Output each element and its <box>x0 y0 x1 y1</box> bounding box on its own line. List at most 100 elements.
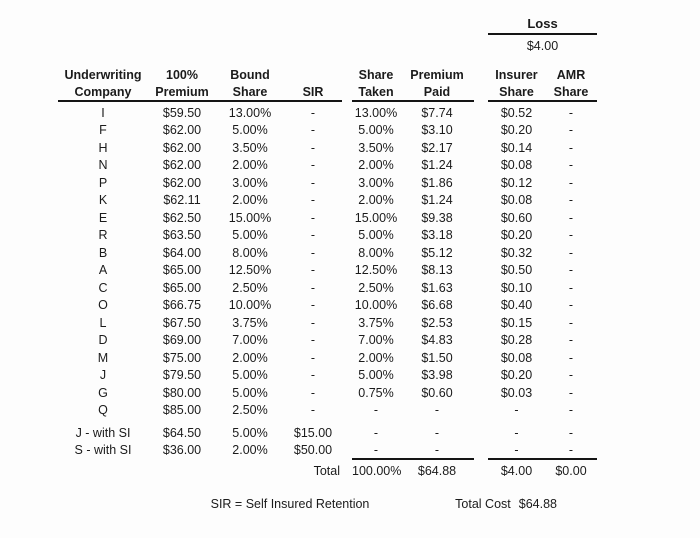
cell-bound-share: 2.50% <box>232 403 268 418</box>
cell-premium-paid: $1.50 <box>421 350 453 365</box>
cell-bound-share: 2.00% <box>232 350 268 365</box>
cell-premium-paid: - <box>434 425 440 440</box>
cell-insurer-share: $0.60 <box>500 210 533 225</box>
cell-sir: - <box>310 280 316 295</box>
cell-insurer-share: $0.12 <box>500 175 533 190</box>
table-row: G $80.00 5.00% - 0.75% $0.60 $0.03 - <box>58 384 597 402</box>
cell-bound-share: 2.00% <box>232 193 268 208</box>
cell-sir: - <box>310 210 316 225</box>
cell-company: R <box>98 228 108 243</box>
cell-share-taken: 3.00% <box>358 175 394 190</box>
cell-share-taken: 5.00% <box>358 228 394 243</box>
total-cost-value: $64.88 <box>518 497 557 511</box>
table-header-row-2: Company Premium Share SIR Taken Paid Sha… <box>58 83 597 100</box>
cell-insurer-share: $0.03 <box>500 385 533 400</box>
cell-share-taken: - <box>373 403 379 418</box>
cell-company: H <box>98 140 108 155</box>
cell-bound-share: 12.50% <box>228 263 272 278</box>
header-sir-line2: SIR <box>302 85 324 99</box>
cell-amr-share: - <box>568 193 574 208</box>
cell-share-taken: 15.00% <box>354 210 398 225</box>
cell-sir: - <box>310 158 316 173</box>
cell-amr-share: - <box>568 403 574 418</box>
cell-share-taken: 7.00% <box>358 333 394 348</box>
header-taken-line1: Share <box>358 68 394 82</box>
cell-company: D <box>98 333 108 348</box>
cell-sir: - <box>310 350 316 365</box>
cell-100pct-premium: $62.00 <box>162 140 202 155</box>
header-paid-line1: Premium <box>410 68 464 82</box>
cell-company: E <box>98 210 108 225</box>
cell-premium-paid: $2.17 <box>421 140 453 155</box>
cell-bound-share: 15.00% <box>228 210 272 225</box>
total-share-taken: 100.00% <box>352 464 402 478</box>
cell-share-taken: 2.00% <box>358 193 394 208</box>
cell-100pct-premium: $59.50 <box>162 105 202 120</box>
table-row: J $79.50 5.00% - 5.00% $3.98 $0.20 - <box>58 367 597 385</box>
header-company-line1: Underwriting <box>64 68 142 82</box>
cell-premium-paid: $0.60 <box>421 385 453 400</box>
cell-amr-share: - <box>568 175 574 190</box>
cell-amr-share: - <box>568 425 574 440</box>
cell-premium-paid: $2.53 <box>421 315 453 330</box>
header-amr-line2: Share <box>553 85 589 99</box>
cell-premium-paid: $9.38 <box>421 210 453 225</box>
total-cost-block: Total Cost $64.88 <box>430 497 557 511</box>
loss-value: $4.00 <box>526 39 559 53</box>
cell-bound-share: 7.00% <box>232 333 268 348</box>
cell-premium-paid: $8.13 <box>421 263 453 278</box>
header-company-line2: Company <box>74 85 132 99</box>
cell-share-taken: 3.50% <box>358 140 394 155</box>
cell-company: Q <box>98 403 108 418</box>
cell-sir: - <box>310 333 316 348</box>
cell-amr-share: - <box>568 228 574 243</box>
cell-amr-share: - <box>568 210 574 225</box>
cell-sir: - <box>310 245 316 260</box>
cell-sir: - <box>310 315 316 330</box>
cell-bound-share: 8.00% <box>232 245 268 260</box>
cell-amr-share: - <box>568 140 574 155</box>
cell-bound-share: 2.00% <box>232 442 268 457</box>
cell-100pct-premium: $75.00 <box>162 350 202 365</box>
cell-100pct-premium: $67.50 <box>162 315 202 330</box>
cell-sir: - <box>310 140 316 155</box>
total-rule-group3 <box>488 458 597 460</box>
cell-100pct-premium: $69.00 <box>162 333 202 348</box>
cell-amr-share: - <box>568 123 574 138</box>
cell-sir: - <box>310 175 316 190</box>
cell-100pct-premium: $85.00 <box>162 403 202 418</box>
total-rule-row <box>58 458 597 462</box>
cell-premium-paid: $5.12 <box>421 245 453 260</box>
cell-amr-share: - <box>568 350 574 365</box>
cell-company: F <box>99 123 107 138</box>
cell-bound-share: 3.75% <box>232 315 268 330</box>
cell-bound-share: 10.00% <box>228 298 272 313</box>
cell-company: A <box>98 263 108 278</box>
table-row: S - with SI $36.00 2.00% $50.00 - - - - <box>58 441 597 458</box>
cell-amr-share: - <box>568 442 574 457</box>
cell-100pct-premium: $64.50 <box>162 425 202 440</box>
cell-bound-share: 3.00% <box>232 175 268 190</box>
cell-share-taken: - <box>373 442 379 457</box>
cell-100pct-premium: $63.50 <box>162 228 202 243</box>
cell-premium-paid: $1.24 <box>421 158 453 173</box>
table-row: L $67.50 3.75% - 3.75% $2.53 $0.15 - <box>58 314 597 332</box>
cell-100pct-premium: $66.75 <box>162 298 202 313</box>
cell-amr-share: - <box>568 298 574 313</box>
table-row: O $66.75 10.00% - 10.00% $6.68 $0.40 - <box>58 297 597 315</box>
table-body-si: J - with SI $64.50 5.00% $15.00 - - - - … <box>58 424 597 458</box>
table-row: Q $85.00 2.50% - - - - - <box>58 402 597 420</box>
cell-100pct-premium: $62.11 <box>163 193 201 208</box>
cell-insurer-share: $0.08 <box>500 350 533 365</box>
cell-amr-share: - <box>568 315 574 330</box>
cell-premium-paid: - <box>434 403 440 418</box>
cell-100pct-premium: $62.50 <box>162 210 202 225</box>
cell-sir: - <box>310 403 316 418</box>
cell-bound-share: 5.00% <box>232 228 268 243</box>
total-label: Total <box>313 464 340 478</box>
cell-insurer-share: $0.40 <box>500 298 533 313</box>
header-insurer-line2: Share <box>499 85 534 99</box>
cell-amr-share: - <box>568 105 574 120</box>
cell-100pct-premium: $80.00 <box>162 385 202 400</box>
cell-sir: - <box>310 385 316 400</box>
